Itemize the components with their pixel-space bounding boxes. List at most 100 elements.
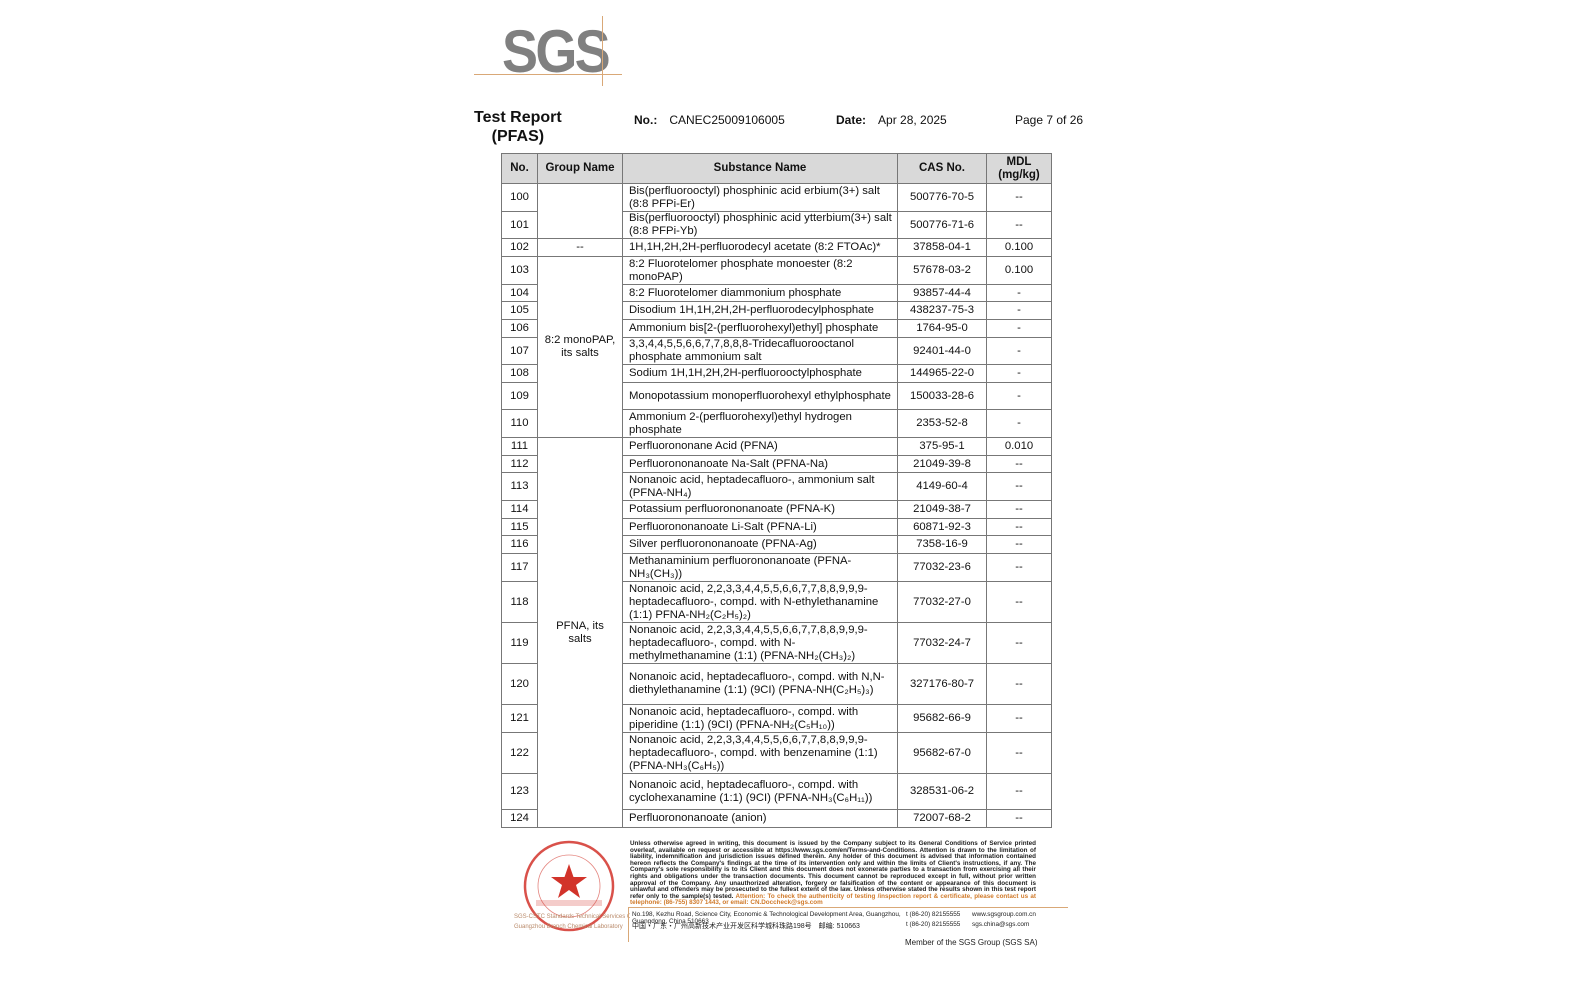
row-number: 115: [501, 518, 538, 536]
report-date-label: Date:: [836, 113, 867, 127]
cas-number: 77032-27-0: [897, 581, 987, 623]
svg-text:SGS-CSTC Standards Technical S: SGS-CSTC Standards Technical Services Co…: [514, 914, 630, 920]
group-name: --: [537, 238, 623, 257]
group-name: PFNA, its salts: [537, 437, 623, 828]
col-header-group: Group Name: [537, 153, 623, 184]
table-row: 113 Nonanoic acid, heptadecafluoro-, ammo…: [501, 472, 1052, 501]
logo-line: [602, 16, 603, 86]
table-header-row: No. Group Name Substance Name CAS No. MD…: [501, 153, 1052, 184]
cas-number: 37858-04-1: [897, 238, 987, 257]
report-title: Test Report (PFAS): [474, 108, 562, 146]
substance-name: Nonanoic acid, heptadecafluoro-, ammoniu…: [622, 472, 898, 501]
table-row: 107 3,3,4,4,5,5,6,6,7,7,8,8,8-Tridecafluo…: [501, 337, 1052, 365]
telephone: t (86-20) 82155555: [906, 921, 961, 928]
disclaimer-text: Unless otherwise agreed in writing, this…: [630, 840, 1036, 900]
mdl-value: --: [986, 704, 1052, 733]
logo-line: [474, 74, 622, 75]
table-row: 111 PFNA, its salts Perfluorononane Acid (…: [501, 437, 1052, 828]
substance-name: Nonanoic acid, heptadecafluoro-, compd. …: [622, 663, 898, 705]
row-number: 110: [501, 409, 538, 438]
svg-text:Guangzhou Branch Chemical Labo: Guangzhou Branch Chemical Laboratory: [514, 924, 623, 930]
cas-number: 93857-44-4: [897, 284, 987, 302]
row-number: 112: [501, 455, 538, 473]
table-row: 105 Disodium 1H,1H,2H,2H-perfluorodecylph…: [501, 301, 1052, 320]
substance-name: Perfluorononanoate Li-Salt (PFNA-Li): [622, 518, 898, 536]
col-header-cas: CAS No.: [897, 153, 987, 184]
substance-name: Perfluorononanoate Na-Salt (PFNA-Na): [622, 455, 898, 473]
substance-table: No. Group Name Substance Name CAS No. MD…: [501, 153, 1052, 828]
table-row: 104 8:2 Fluorotelomer diammonium phosphat…: [501, 284, 1052, 302]
address-cn: 中国・广东・广州高新技术产业开发区科学城科珠路198号 邮编: 510663: [632, 923, 860, 930]
row-number: 120: [501, 663, 538, 705]
authenticity-notice: Attention: To check the authenticity of …: [630, 892, 1036, 907]
cas-number: 327176-80-7: [897, 663, 987, 705]
mdl-value: --: [986, 663, 1052, 705]
substance-name: Monopotassium monoperfluorohexyl ethylph…: [622, 382, 898, 410]
row-number: 124: [501, 809, 538, 828]
cas-number: 500776-71-6: [897, 211, 987, 239]
cas-number: 375-95-1: [897, 437, 987, 456]
substance-name: Ammonium 2-(perfluorohexyl)ethyl hydroge…: [622, 409, 898, 438]
title-line: Test Report: [474, 109, 562, 126]
substance-name: Ammonium bis[2-(perfluorohexyl)ethyl] ph…: [622, 319, 898, 338]
mdl-value: -: [986, 364, 1052, 383]
substance-name: Nonanoic acid, 2,2,3,3,4,4,5,5,6,6,7,7,8…: [622, 622, 898, 664]
mdl-value: --: [986, 581, 1052, 623]
cas-number: 57678-03-2: [897, 256, 987, 285]
group-name: 8:2 monoPAP, its salts: [537, 256, 623, 438]
mdl-value: --: [986, 809, 1052, 828]
cas-number: 95682-66-9: [897, 704, 987, 733]
substance-name: Bis(perfluorooctyl) phosphinic acid ytte…: [622, 211, 898, 239]
row-number: 101: [501, 211, 538, 239]
row-number: 118: [501, 581, 538, 623]
table-row: 120 Nonanoic acid, heptadecafluoro-, comp…: [501, 663, 1052, 705]
telephone: t (86-20) 82155555: [906, 911, 961, 918]
table-row: 103 8:2 monoPAP, its salts 8:2 Fluorotelom…: [501, 256, 1052, 438]
mdl-value: --: [986, 183, 1052, 212]
substance-name: Nonanoic acid, heptadecafluoro-, compd. …: [622, 704, 898, 733]
table-row: 112 Perfluorononanoate Na-Salt (PFNA-Na) 2…: [501, 455, 1052, 473]
website: www.sgsgroup.com.cn: [972, 911, 1036, 918]
row-number: 123: [501, 773, 538, 810]
mdl-value: --: [986, 211, 1052, 239]
row-number: 117: [501, 553, 538, 582]
table-row: 106 Ammonium bis[2-(perfluorohexyl)ethyl]…: [501, 319, 1052, 338]
table-row: 123 Nonanoic acid, heptadecafluoro-, comp…: [501, 773, 1052, 810]
cas-number: 95682-67-0: [897, 732, 987, 774]
row-number: 108: [501, 364, 538, 383]
report-number: No.: CANEC25009106005: [634, 113, 785, 127]
report-number-value: CANEC25009106005: [669, 113, 785, 127]
cas-number: 500776-70-5: [897, 183, 987, 212]
substance-name: Methanaminium perfluorononanoate (PFNA-N…: [622, 553, 898, 582]
row-number: 100: [501, 183, 538, 212]
page-number: Page 7 of 26: [1015, 113, 1084, 127]
report-date: Date: Apr 28, 2025: [836, 113, 947, 127]
substance-name: Bis(perfluorooctyl) phosphinic acid erbi…: [622, 183, 898, 212]
substance-name: 3,3,4,4,5,5,6,6,7,7,8,8,8-Tridecafluoroo…: [622, 337, 898, 365]
table-row: 119 Nonanoic acid, 2,2,3,3,4,4,5,5,6,6,7,…: [501, 622, 1052, 664]
cas-number: 21049-38-7: [897, 500, 987, 519]
cas-number: 77032-23-6: [897, 553, 987, 582]
substance-name: 8:2 Fluorotelomer phosphate monoester (8…: [622, 256, 898, 285]
mdl-value: --: [986, 455, 1052, 473]
cas-number: 21049-39-8: [897, 455, 987, 473]
row-number: 107: [501, 337, 538, 365]
sgs-logo: SGS: [474, 14, 624, 88]
table-row: 110 Ammonium 2-(perfluorohexyl)ethyl hydr…: [501, 409, 1052, 438]
substance-name: Nonanoic acid, 2,2,3,3,4,4,5,5,6,6,7,7,8…: [622, 732, 898, 774]
substance-name: Silver perfluorononanoate (PFNA-Ag): [622, 535, 898, 554]
row-number: 111: [501, 437, 538, 456]
mdl-value: --: [986, 535, 1052, 554]
table-row: 122 Nonanoic acid, 2,2,3,3,4,4,5,5,6,6,7,…: [501, 732, 1052, 774]
table-row: 100 Bis(perfluorooctyl) phosphinic acid e…: [501, 183, 1052, 239]
report-date-value: Apr 28, 2025: [878, 113, 947, 127]
cas-number: 92401-44-0: [897, 337, 987, 365]
col-header-mdl: MDL (mg/kg): [986, 153, 1052, 184]
substance-name: 1H,1H,2H,2H-perfluorodecyl acetate (8:2 …: [622, 238, 898, 257]
address-en: No.198, Kezhu Road, Science City, Econom…: [632, 911, 901, 925]
mdl-value: --: [986, 500, 1052, 519]
row-number: 122: [501, 732, 538, 774]
row-number: 114: [501, 500, 538, 519]
mdl-value: -: [986, 382, 1052, 410]
row-number: 106: [501, 319, 538, 338]
